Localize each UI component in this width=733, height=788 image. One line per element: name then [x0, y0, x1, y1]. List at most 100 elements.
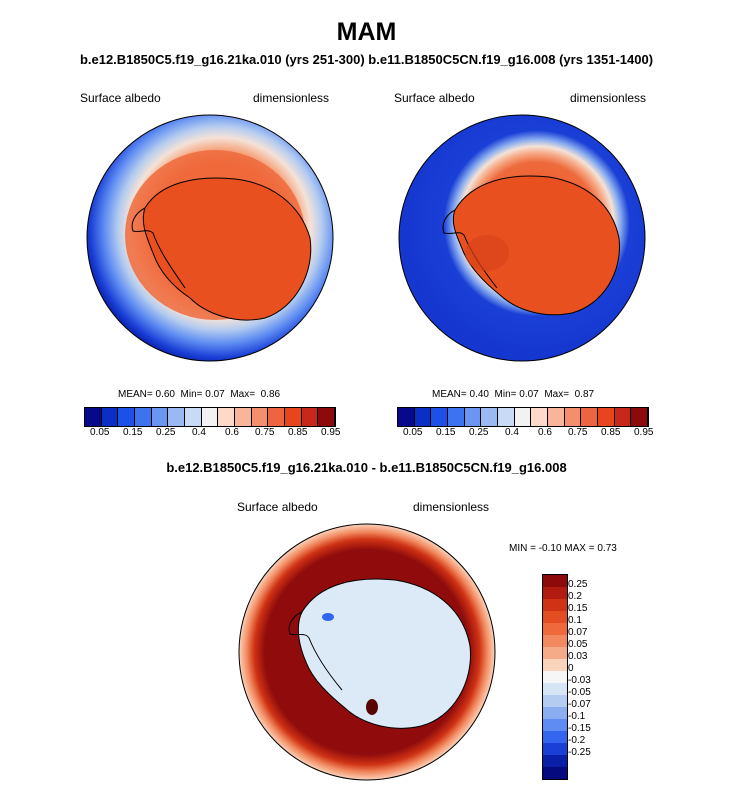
colorbar-swatch	[543, 695, 567, 707]
page-title: MAM	[336, 18, 397, 46]
colorbar-swatch	[318, 408, 335, 426]
colorbar-swatch	[184, 408, 202, 426]
tick-label: 0	[568, 663, 574, 674]
colorbar-swatch	[481, 408, 498, 426]
colorbar-swatch	[543, 575, 567, 587]
panel3-colorbar	[542, 574, 568, 780]
colorbar-swatch	[543, 719, 567, 731]
tick-label: 0.2	[568, 591, 582, 602]
colorbar-swatch	[543, 743, 567, 755]
tick-label: 0.75	[255, 427, 275, 438]
colorbar-swatch	[543, 767, 567, 779]
colorbar-swatch	[218, 408, 235, 426]
colorbar-swatch	[118, 408, 135, 426]
panel2-colorbar-ticks: 0.05 0.15 0.25 0.4 0.6 0.75 0.85 0.95	[397, 427, 653, 441]
tick-label: 0.6	[538, 427, 552, 438]
tick-label: 0.05	[568, 639, 588, 650]
tick-label: 0.6	[225, 427, 239, 438]
panel1-variable: Surface albedo	[80, 91, 161, 105]
colorbar-swatch	[134, 408, 152, 426]
panel3-antarctica	[297, 578, 471, 729]
tick-label: 0.4	[192, 427, 206, 438]
colorbar-swatch	[431, 408, 448, 426]
panel1-colorbar	[84, 407, 336, 427]
tick-label: -0.25	[568, 747, 591, 758]
colorbar-swatch	[543, 587, 567, 599]
colorbar-swatch	[614, 408, 632, 426]
panel3-stats: MIN = -0.10 MAX = 0.73	[509, 543, 617, 554]
panel3-variable: Surface albedo	[237, 500, 318, 514]
colorbar-swatch	[581, 408, 598, 426]
colorbar-swatch	[201, 408, 219, 426]
tick-label: -0.05	[568, 687, 591, 698]
tick-label: -0.2	[568, 735, 586, 746]
colorbar-swatch	[543, 647, 567, 659]
tick-label: 0.15	[568, 603, 588, 614]
top-subtitle: b.e12.B1850C5.f19_g16.21ka.010 (yrs 251-…	[79, 52, 654, 67]
tick-label: 0.95	[321, 427, 341, 438]
colorbar-swatch	[543, 707, 567, 719]
colorbar-swatch	[631, 408, 648, 426]
tick-label: -0.07	[568, 699, 591, 710]
panel3-map	[238, 523, 496, 781]
colorbar-swatch	[497, 408, 515, 426]
colorbar-swatch	[301, 408, 319, 426]
colorbar-swatch	[543, 635, 567, 647]
panel1-map	[86, 114, 334, 362]
panel2-stats: MEAN= 0.40 Min= 0.07 Max= 0.87	[432, 389, 595, 400]
colorbar-swatch	[543, 623, 567, 635]
colorbar-swatch	[447, 408, 465, 426]
colorbar-swatch	[543, 611, 567, 623]
tick-label: 0.15	[123, 427, 143, 438]
panel1-stats: MEAN= 0.60 Min= 0.07 Max= 0.86	[118, 389, 281, 400]
panel2-units: dimensionless	[570, 91, 647, 105]
tick-label: 0.1	[568, 615, 582, 626]
colorbar-swatch	[543, 671, 567, 683]
panel2-colorbar	[397, 407, 649, 427]
tick-label: 0.25	[156, 427, 176, 438]
tick-label: 0.4	[505, 427, 519, 438]
panel1-colorbar-ticks: 0.05 0.15 0.25 0.4 0.6 0.75 0.85 0.95	[84, 427, 340, 441]
colorbar-swatch	[85, 408, 102, 426]
colorbar-swatch	[251, 408, 269, 426]
tick-label: 0.05	[90, 427, 110, 438]
panel3-units: dimensionless	[413, 500, 490, 514]
colorbar-swatch	[543, 731, 567, 743]
tick-label: 0.85	[601, 427, 621, 438]
colorbar-swatch	[284, 408, 302, 426]
tick-label: 0.25	[568, 579, 588, 590]
bottom-subtitle: b.e12.B1850C5.f19_g16.21ka.010 - b.e11.B…	[166, 460, 567, 475]
colorbar-swatch	[398, 408, 415, 426]
colorbar-swatch	[547, 408, 565, 426]
panel2-map	[398, 114, 646, 362]
colorbar-swatch	[531, 408, 548, 426]
colorbar-swatch	[101, 408, 119, 426]
tick-label: 0.05	[403, 427, 423, 438]
tick-label: 0.75	[568, 427, 588, 438]
tick-label: 0.03	[568, 651, 588, 662]
colorbar-swatch	[464, 408, 482, 426]
colorbar-swatch	[268, 408, 285, 426]
panel1-units: dimensionless	[253, 91, 330, 105]
colorbar-swatch	[234, 408, 252, 426]
colorbar-swatch	[543, 683, 567, 695]
colorbar-swatch	[543, 599, 567, 611]
colorbar-swatch	[151, 408, 169, 426]
tick-label: 0.07	[568, 627, 588, 638]
panel2-variable: Surface albedo	[394, 91, 475, 105]
panel3-colorbar-ticks: 0.25 0.2 0.15 0.1 0.07 0.05 0.03 0 -0.03…	[568, 574, 608, 780]
tick-label: 0.15	[436, 427, 456, 438]
colorbar-swatch	[564, 408, 582, 426]
colorbar-swatch	[168, 408, 185, 426]
panel1-antarctica	[142, 177, 312, 321]
tick-label: 0.95	[634, 427, 654, 438]
tick-label: -0.15	[568, 723, 591, 734]
tick-label: 0.25	[469, 427, 489, 438]
tick-label: 0.85	[288, 427, 308, 438]
colorbar-swatch	[597, 408, 615, 426]
colorbar-swatch	[543, 659, 567, 671]
tick-label: -0.03	[568, 675, 591, 686]
colorbar-swatch	[414, 408, 432, 426]
colorbar-swatch	[543, 755, 567, 767]
tick-label: -0.1	[568, 711, 586, 722]
